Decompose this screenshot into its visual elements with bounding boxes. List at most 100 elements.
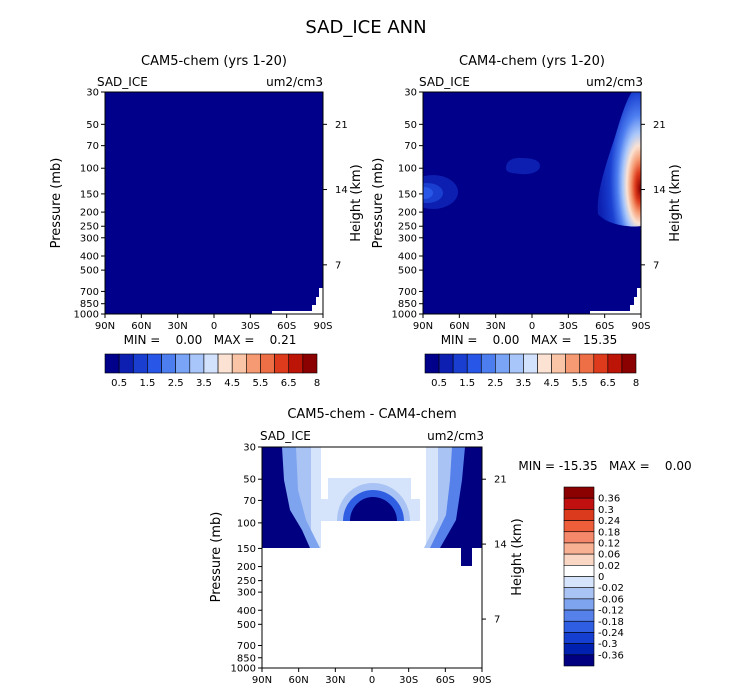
y-tick-label: 150 <box>80 189 99 200</box>
colorbar-swatch <box>189 353 205 374</box>
colorbar-swatch <box>563 542 595 555</box>
height-tick-label: 7 <box>494 615 500 626</box>
variable-label: SAD_ICE <box>260 429 311 443</box>
height-tick-label: 7 <box>653 260 659 271</box>
colorbar-label: -0.36 <box>598 650 624 661</box>
x-tick-label: 0 <box>211 321 217 332</box>
y-tick-label: 50 <box>404 120 417 131</box>
colorbar-label: 0.06 <box>598 550 620 561</box>
plot-field <box>262 447 482 668</box>
height-axis-label: Height (km) <box>668 164 683 241</box>
panel-title: CAM5-chem (yrs 1-20) <box>141 54 287 69</box>
colorbar-swatch <box>563 576 595 588</box>
y-tick-label: 200 <box>80 208 99 219</box>
page-title: SAD_ICE ANN <box>305 17 426 38</box>
y-tick-label: 250 <box>80 222 99 233</box>
colorbar-label: 6.5 <box>281 378 297 389</box>
height-axis: 21 14 7 <box>323 120 348 271</box>
y-tick-label: 30 <box>86 88 99 99</box>
blank-region <box>272 288 323 314</box>
contour-blob-equator <box>506 157 540 175</box>
y-axis-label: Pressure (mb) <box>49 158 64 249</box>
contour-south-drop <box>461 548 472 566</box>
colorbar-swatch <box>118 353 134 374</box>
y-tick-label: 500 <box>80 266 99 277</box>
y-tick-label: 1000 <box>74 310 99 321</box>
colorbar-swatch <box>563 620 595 633</box>
x-axis: 90N 60N 30N 0 30S 60S 90S <box>413 314 651 332</box>
colorbar-swatch <box>104 353 120 374</box>
colorbar-swatch <box>563 553 595 566</box>
colorbar-swatch <box>161 353 176 374</box>
colorbar-label: 0.36 <box>598 494 620 505</box>
plot-field <box>105 92 323 314</box>
field-background <box>105 92 323 314</box>
colorbar-swatch <box>563 587 595 600</box>
colorbar-label: 4.5 <box>544 378 560 389</box>
y-tick-label: 400 <box>398 251 417 262</box>
blank-equator-gap <box>347 521 401 549</box>
y-tick-label: 250 <box>237 576 256 587</box>
y-tick-label: 70 <box>86 141 99 152</box>
colorbar-swatch <box>175 353 191 374</box>
y-tick-label: 70 <box>243 496 256 507</box>
colorbar-swatch <box>452 353 468 374</box>
height-axis: 21 14 7 <box>641 120 666 271</box>
panel-title: CAM5-chem - CAM4-chem <box>287 407 456 422</box>
colorbar-label: 0.3 <box>598 505 614 516</box>
colorbar-label: 8 <box>633 378 639 389</box>
y-tick-label: 850 <box>398 299 417 310</box>
y-tick-label: 850 <box>237 653 256 664</box>
x-tick-label: 90S <box>313 321 332 332</box>
height-tick-label: 21 <box>653 120 666 131</box>
colorbar-label: -0.24 <box>598 628 624 639</box>
panel-title: CAM4-chem (yrs 1-20) <box>459 54 605 69</box>
x-tick-label: 30N <box>325 675 345 686</box>
colorbar-swatch <box>621 353 637 374</box>
colorbar-swatch <box>509 353 524 374</box>
x-tick-label: 90S <box>631 321 650 332</box>
stats-label: MIN = -15.35 MAX = 0.00 <box>518 459 691 473</box>
colorbar-label: 5.5 <box>253 378 269 389</box>
colorbar-label: 5.5 <box>572 378 588 389</box>
colorbar-swatch <box>274 353 290 374</box>
colorbar-label: 0.5 <box>111 378 127 389</box>
colorbar-swatch <box>203 353 219 374</box>
height-axis: 21 14 7 <box>482 475 507 626</box>
colorbar-label: -0.06 <box>598 594 624 605</box>
y-tick-label: 850 <box>80 299 99 310</box>
panel-cam5: CAM5-chem (yrs 1-20) SAD_ICE um2/cm3 30 5… <box>49 54 364 389</box>
x-tick-label: 60S <box>277 321 296 332</box>
y-tick-label: 300 <box>237 588 256 599</box>
contour-south-core <box>440 447 482 548</box>
contour-blob-north-core <box>423 187 433 199</box>
y-tick-label: 50 <box>243 475 256 486</box>
colorbar-swatch <box>523 353 538 374</box>
y-tick-label: 150 <box>237 544 256 555</box>
y-tick-label: 400 <box>80 251 99 262</box>
colorbar-swatch <box>563 531 595 544</box>
colorbar-swatch <box>593 353 609 374</box>
x-tick-label: 0 <box>529 321 535 332</box>
contour-equator-core <box>350 497 397 521</box>
units-label: um2/cm3 <box>266 75 323 89</box>
contour-maximum-south <box>597 92 641 227</box>
colorbar-label: 1.5 <box>459 378 475 389</box>
x-tick-label: 60S <box>436 675 455 686</box>
colorbar-swatch <box>563 509 595 521</box>
units-label: um2/cm3 <box>586 75 643 89</box>
x-tick-label: 60N <box>131 321 151 332</box>
colorbar-swatch <box>288 353 304 374</box>
colorbar-swatch <box>466 353 482 374</box>
colorbar-swatch <box>260 353 275 374</box>
colorbar-swatch <box>563 565 595 577</box>
variable-label: SAD_ICE <box>97 75 148 89</box>
y-tick-label: 30 <box>243 443 256 454</box>
y-tick-label: 200 <box>237 562 256 573</box>
colorbar: 0.5 1.5 2.5 3.5 4.5 5.5 6.5 8 <box>424 353 639 389</box>
colorbar-swatch <box>217 353 233 374</box>
height-tick-label: 14 <box>335 185 348 196</box>
x-axis: 90N 60N 30N 0 30S 60S 90S <box>95 314 333 332</box>
colorbar-swatch <box>563 497 595 510</box>
